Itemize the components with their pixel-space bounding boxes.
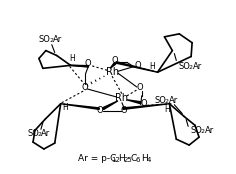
Polygon shape: [123, 104, 169, 109]
Text: H: H: [150, 62, 156, 71]
Text: 12: 12: [111, 157, 120, 163]
Text: SO: SO: [190, 126, 202, 135]
Text: O: O: [84, 59, 91, 68]
Text: SO: SO: [39, 35, 51, 44]
Text: Ar: Ar: [41, 129, 51, 138]
Polygon shape: [127, 100, 141, 104]
Text: O: O: [135, 61, 141, 70]
Text: Rh: Rh: [115, 93, 129, 103]
Text: 6: 6: [136, 157, 140, 163]
Text: O: O: [97, 106, 104, 115]
Text: SO: SO: [178, 62, 190, 71]
Text: O: O: [136, 84, 143, 93]
Text: 25: 25: [124, 157, 133, 163]
Text: 4: 4: [147, 157, 151, 163]
Text: 2: 2: [201, 129, 205, 134]
Polygon shape: [71, 65, 88, 67]
Text: H: H: [70, 54, 76, 63]
Text: 2: 2: [38, 132, 42, 137]
Text: O: O: [121, 106, 127, 115]
Text: SO: SO: [27, 129, 39, 138]
Text: Ar: Ar: [169, 96, 178, 105]
Text: O: O: [112, 56, 118, 65]
Polygon shape: [110, 63, 116, 68]
Polygon shape: [116, 62, 157, 72]
Text: SO: SO: [155, 96, 166, 105]
Text: 2: 2: [189, 65, 193, 70]
Text: Ar: Ar: [193, 62, 202, 71]
Text: C: C: [131, 154, 137, 163]
Text: O: O: [140, 99, 147, 108]
Text: 2: 2: [49, 38, 53, 44]
Text: Rh: Rh: [105, 67, 119, 77]
Text: O: O: [81, 82, 88, 92]
Text: Ar: Ar: [53, 35, 63, 44]
Text: Ar = p-C: Ar = p-C: [79, 154, 117, 163]
Text: H: H: [63, 103, 68, 112]
Text: 2: 2: [165, 100, 169, 104]
Text: H: H: [141, 154, 148, 163]
Text: H: H: [118, 154, 125, 163]
Polygon shape: [103, 101, 118, 109]
Text: H: H: [164, 105, 170, 114]
Text: Ar: Ar: [204, 126, 214, 135]
Polygon shape: [61, 104, 99, 109]
